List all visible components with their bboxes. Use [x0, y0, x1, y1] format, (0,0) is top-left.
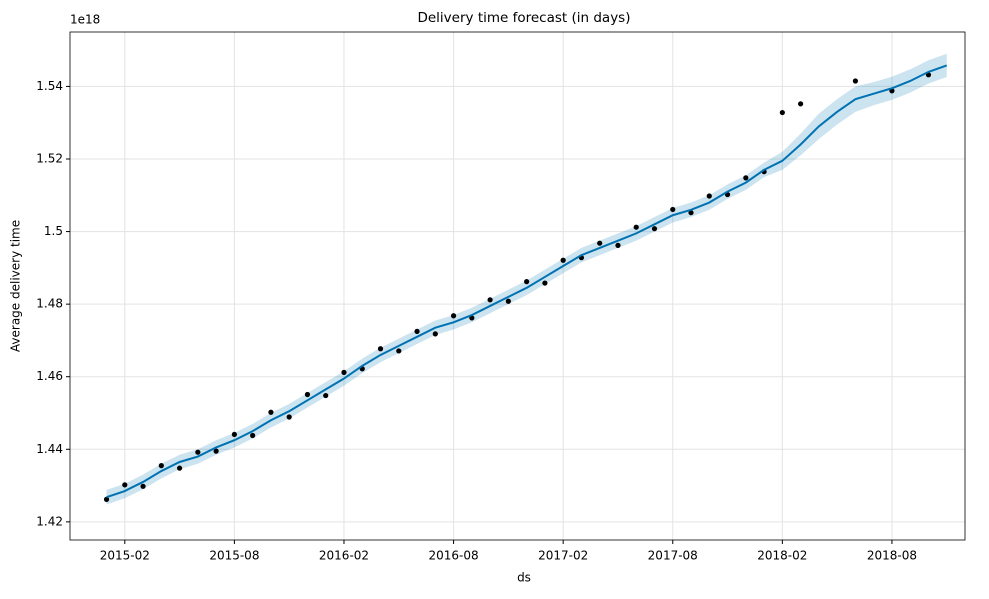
y-tick-label: 1.46: [36, 369, 63, 383]
x-tick-label: 2018-02: [757, 549, 807, 563]
chart-title: Delivery time forecast (in days): [417, 10, 630, 26]
observed-point: [670, 206, 676, 213]
observed-point: [542, 280, 548, 286]
observed-point: [195, 449, 201, 455]
observed-point: [505, 298, 511, 304]
observed-point: [286, 414, 292, 420]
observed-point: [103, 496, 110, 502]
observed-point: [176, 465, 183, 471]
x-tick-label: 2017-08: [648, 549, 698, 563]
observed-point: [469, 315, 475, 321]
uncertainty-band: [106, 53, 947, 505]
y-tick-label: 1.44: [36, 442, 63, 456]
y-tick-label: 1.48: [36, 297, 63, 311]
observed-point: [414, 328, 420, 334]
observed-point: [743, 175, 749, 181]
forecast-line: [106, 64, 948, 499]
observed-point: [213, 448, 219, 454]
y-tick-label: 1.52: [36, 152, 63, 166]
x-axis-label: ds: [517, 571, 531, 585]
observed-point: [688, 210, 694, 216]
observed-point: [231, 431, 237, 438]
observed-point: [341, 369, 347, 375]
observed-point: [633, 224, 639, 230]
observed-point: [250, 432, 256, 439]
observed-point: [304, 391, 311, 398]
y-tick-label: 1.54: [36, 79, 63, 93]
observed-point: [158, 463, 164, 469]
observed-point: [268, 409, 274, 415]
x-tick-label: 2015-08: [209, 549, 259, 563]
x-tick-label: 2016-02: [319, 549, 369, 563]
observed-point: [377, 346, 384, 352]
observed-point: [597, 240, 603, 246]
observed-point: [798, 101, 804, 107]
observed-point: [450, 313, 457, 319]
observed-point: [560, 257, 566, 263]
x-tick-label: 2017-02: [538, 549, 588, 563]
observed-point: [524, 279, 530, 285]
observed-point: [122, 482, 128, 488]
observed-point: [432, 331, 438, 337]
observed-point: [323, 392, 329, 399]
x-tick-label: 2015-02: [100, 549, 150, 563]
observed-point: [651, 226, 658, 232]
y-offset-label: 1e18: [70, 13, 100, 27]
observed-point: [615, 242, 621, 248]
observed-point: [852, 78, 859, 84]
observed-point: [140, 483, 146, 489]
y-tick-label: 1.5: [44, 224, 63, 238]
observed-point: [706, 193, 712, 199]
observed-point: [396, 348, 402, 354]
x-tick-label: 2018-08: [867, 549, 917, 563]
y-tick-label: 1.42: [36, 514, 63, 528]
plot-frame: [69, 31, 966, 541]
y-axis-label: Average delivery time: [9, 220, 23, 352]
observed-point: [779, 109, 785, 116]
observed-point: [487, 297, 493, 303]
x-tick-label: 2016-08: [429, 549, 479, 563]
